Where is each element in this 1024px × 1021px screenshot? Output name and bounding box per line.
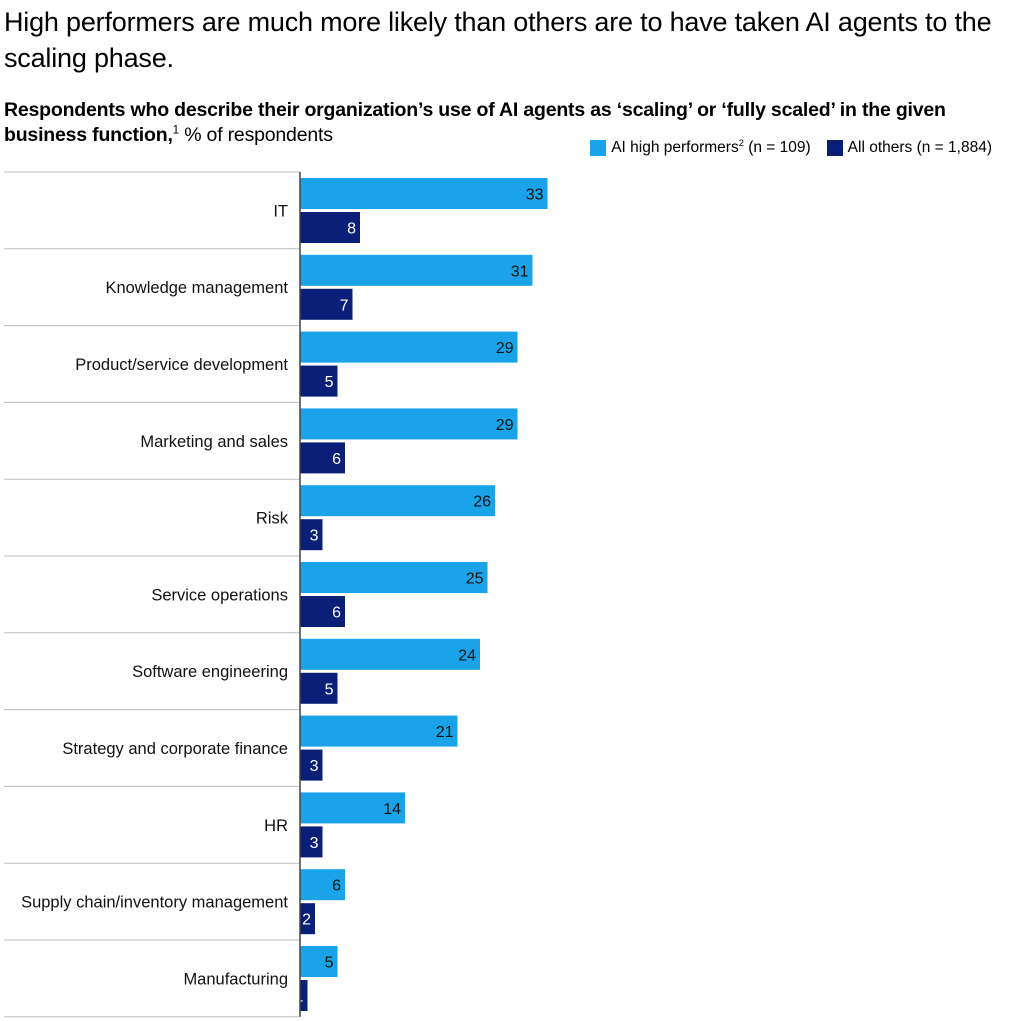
bar-all-others	[300, 519, 323, 551]
value-label-all-others: 5	[325, 681, 334, 698]
bar-high-performers	[300, 715, 458, 747]
bar-all-others	[300, 749, 323, 781]
category-label: Supply chain/inventory management	[21, 894, 288, 912]
value-label-all-others: 5	[325, 374, 334, 391]
value-label-all-others: 2	[302, 912, 311, 929]
category-label: Knowledge management	[105, 279, 288, 297]
value-label-high-performers: 6	[332, 878, 341, 895]
value-label-all-others: 3	[310, 758, 319, 775]
category-label: Strategy and corporate finance	[62, 740, 288, 758]
chart-legend: AI high performers2 (n = 109) All others…	[574, 137, 992, 157]
bar-high-performers	[300, 408, 518, 440]
bar-high-performers	[300, 946, 338, 977]
value-label-high-performers: 21	[436, 724, 454, 741]
category-label: IT	[273, 202, 288, 220]
bar-all-others	[300, 596, 345, 627]
value-label-all-others: 6	[332, 451, 341, 468]
legend-footnote-mark: 2	[738, 137, 744, 148]
value-label-high-performers: 25	[466, 571, 484, 588]
legend-label-high-performers: AI high performers2 (n = 109)	[611, 137, 811, 157]
bar-all-others	[300, 212, 360, 243]
chart-subtitle: Respondents who describe their organizat…	[4, 98, 1014, 148]
bar-high-performers	[300, 638, 480, 670]
bar-high-performers	[300, 792, 405, 824]
legend-swatch-all-others	[826, 140, 843, 156]
bar-high-performers	[300, 178, 548, 209]
bar-all-others	[300, 980, 308, 1011]
bar-all-others	[300, 826, 323, 858]
category-label: Risk	[256, 510, 289, 528]
value-label-all-others: 3	[310, 528, 319, 545]
legend-item-high-performers: AI high performers2 (n = 109)	[590, 137, 811, 157]
value-label-high-performers: 14	[383, 801, 401, 818]
bar-high-performers	[300, 485, 495, 517]
category-label: Service operations	[151, 586, 288, 604]
value-label-high-performers: 31	[511, 263, 529, 280]
bar-all-others	[300, 365, 338, 397]
value-label-all-others: 8	[347, 221, 356, 238]
subtitle-footnote-mark: 1	[172, 123, 180, 137]
bar-all-others	[300, 442, 345, 474]
subtitle-bold-text: Respondents who describe their organizat…	[4, 99, 946, 146]
legend-high-performers-text: AI high performers	[611, 139, 739, 156]
bar-all-others	[300, 672, 338, 704]
value-label-high-performers: 29	[496, 340, 514, 357]
legend-label-all-others: All others (n = 1,884)	[847, 139, 992, 156]
value-label-all-others: 6	[332, 605, 341, 622]
category-label: Software engineering	[132, 663, 288, 681]
category-label: HR	[264, 817, 288, 835]
category-label: Marketing and sales	[140, 433, 288, 451]
category-label: Manufacturing	[183, 970, 288, 988]
bar-high-performers	[300, 869, 345, 901]
bar-all-others	[300, 903, 315, 935]
value-label-high-performers: 29	[496, 417, 514, 434]
chart-headline: High performers are much more likely tha…	[4, 7, 992, 73]
bar-all-others	[300, 288, 353, 320]
value-label-high-performers: 24	[458, 647, 476, 664]
value-label-high-performers: 33	[526, 187, 544, 204]
value-label-high-performers: 5	[325, 955, 334, 972]
subtitle-unit-text: % of respondents	[178, 124, 333, 146]
legend-swatch-high-performers	[590, 140, 607, 156]
category-label: Product/service development	[75, 356, 288, 374]
legend-high-performers-n: (n = 109)	[743, 139, 811, 156]
legend-item-all-others: All others (n = 1,884)	[826, 139, 992, 157]
value-label-high-performers: 26	[473, 494, 491, 511]
bar-high-performers	[300, 331, 518, 363]
value-label-all-others: 3	[310, 835, 319, 852]
value-label-all-others: 7	[340, 297, 349, 314]
bar-high-performers	[300, 254, 533, 286]
value-label-all-others: 1	[295, 989, 304, 1006]
bar-high-performers	[300, 562, 488, 593]
